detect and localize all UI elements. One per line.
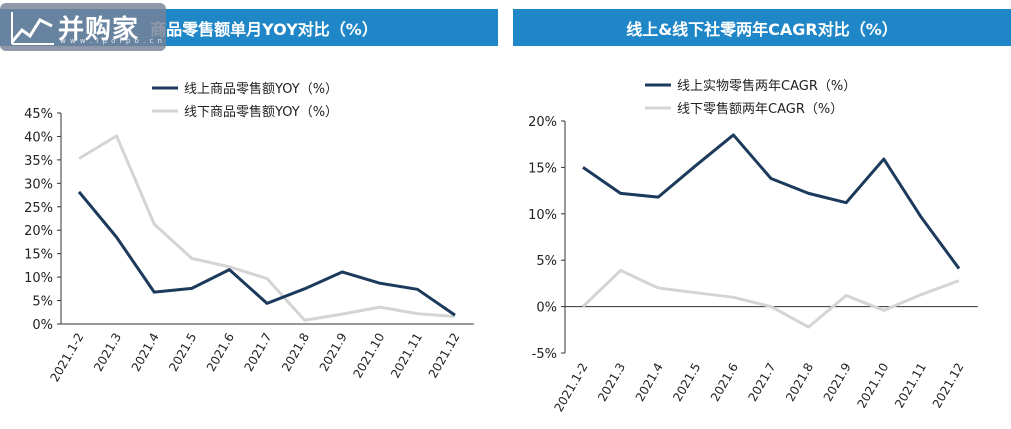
x-tick-label: 2021.6 <box>708 361 741 404</box>
x-tick-label: 2021.3 <box>91 331 124 374</box>
y-tick-label: 0% <box>32 318 53 333</box>
x-tick-label: 2021.7 <box>745 361 778 404</box>
y-tick-label: 10% <box>24 271 53 286</box>
x-tick-label: 2021.4 <box>129 331 162 374</box>
legend-label-1: 线下零售额两年CAGR（%） <box>677 101 843 117</box>
y-tick-label: 35% <box>24 154 53 169</box>
x-tick-label: 2021.5 <box>670 361 703 404</box>
y-tick-label: -5% <box>532 347 557 362</box>
x-tick-label: 2021.11 <box>388 331 425 381</box>
logo-text: 并购家 <box>58 14 140 45</box>
y-tick-label: 15% <box>24 248 53 263</box>
legend-label-0: 线上商品零售额YOY（%） <box>184 81 338 97</box>
x-tick-label: 2021.11 <box>892 361 929 411</box>
x-tick-label: 2021.4 <box>633 361 666 404</box>
x-tick-label: 2021.1-2 <box>47 331 86 385</box>
x-tick-label: 2021.5 <box>166 331 199 374</box>
right-chart-title-bar: 线上&线下社零两年CAGR对比（%） <box>513 9 1011 46</box>
x-tick-label: 2021.3 <box>595 361 628 404</box>
y-tick-label: 0% <box>536 301 557 316</box>
left-chart-panel: 商品零售额单月YOY对比（%） 线上商品零售额YOY（%） 线下商品零售额YOY（… <box>0 0 498 429</box>
x-tick-label: 2021.12 <box>930 361 967 411</box>
legend-label-0: 线上实物零售两年CAGR（%） <box>677 78 856 94</box>
y-tick-label: 40% <box>24 130 53 145</box>
x-tick-label: 2021.9 <box>317 331 350 374</box>
right-chart: 线上实物零售两年CAGR（%） 线下零售额两年CAGR（%） 20% 15% 10% 5%… <box>528 78 978 415</box>
right-chart-panel: 线上&线下社零两年CAGR对比（%） 线上实物零售两年CAGR（%） 线下零售额两… <box>513 0 1011 429</box>
series-line-0 <box>582 133 961 270</box>
y-tick-label: 10% <box>528 208 557 223</box>
legend-label-1: 线下商品零售额YOY（%） <box>184 104 338 120</box>
y-tick-label: 20% <box>528 115 557 130</box>
x-tick-label: 2021.7 <box>241 331 274 374</box>
y-tick-label: 20% <box>24 224 53 239</box>
left-chart-title: 商品零售额单月YOY对比（%） <box>150 19 378 39</box>
y-tick-label: 15% <box>528 161 557 176</box>
y-tick-label: 5% <box>536 254 557 269</box>
y-tick-label: 45% <box>24 107 53 122</box>
series-line-1 <box>581 268 960 329</box>
logo: 并购家 w w w . i p o i p o . c n <box>0 3 166 51</box>
y-tick-label: 5% <box>32 295 53 310</box>
x-tick-label: 2021.9 <box>821 361 854 404</box>
x-tick-label: 2021.6 <box>204 331 237 374</box>
x-tick-label: 2021.1-2 <box>551 361 590 415</box>
logo-subtext: w w w . i p o i p o . c n <box>60 37 163 45</box>
left-chart: 线上商品零售额YOY（%） 线下商品零售额YOY（%） 45% 40% 35% 30% 25… <box>24 81 474 385</box>
x-tick-label: 2021.8 <box>783 361 816 404</box>
y-tick-label: 30% <box>24 177 53 192</box>
x-tick-label: 2021.10 <box>350 331 387 381</box>
x-tick-label: 2021.8 <box>279 331 312 374</box>
series-line-0 <box>77 190 456 317</box>
right-chart-title: 线上&线下社零两年CAGR对比（%） <box>626 19 898 39</box>
series-line-1 <box>78 134 456 322</box>
y-tick-label: 25% <box>24 201 53 216</box>
x-tick-label: 2021.12 <box>426 331 463 381</box>
logo-chart-icon <box>10 12 54 45</box>
x-tick-label: 2021.10 <box>854 361 891 411</box>
